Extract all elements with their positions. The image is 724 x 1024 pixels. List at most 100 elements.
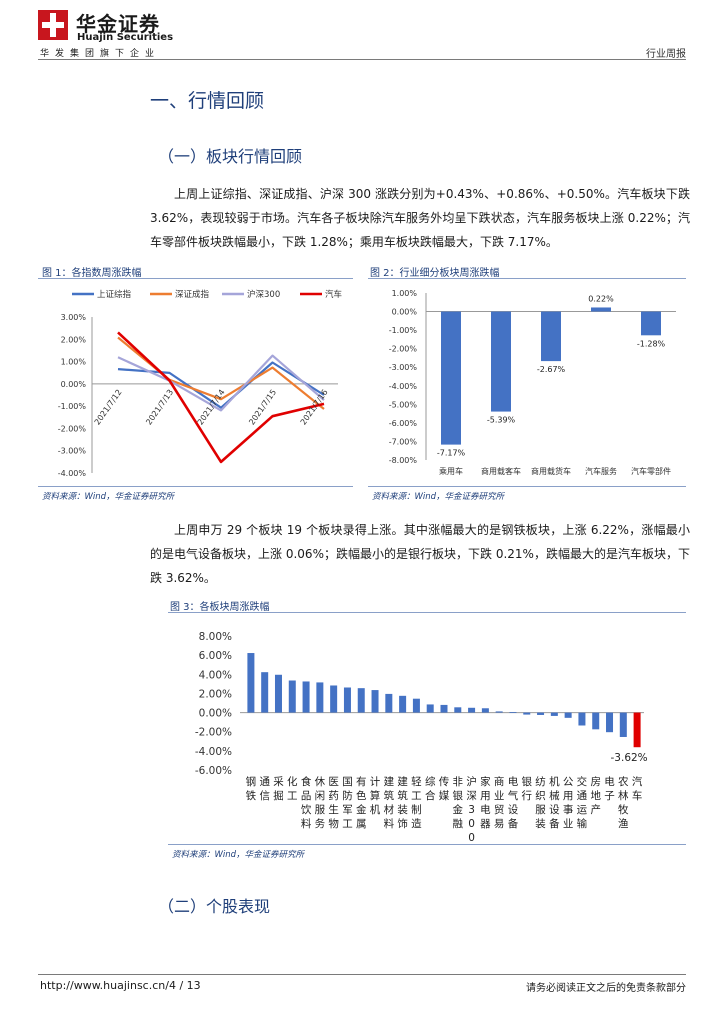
fig3-bar [426,704,434,713]
fig3-bar [288,680,296,713]
company-logo-mark [38,10,68,40]
fig3-x-tick-label: 纺织服装 [535,775,546,830]
fig3-y-tick-label: 6.00% [199,650,232,662]
fig2-bar [591,307,611,312]
fig3-data-labels: -3.62% [611,752,648,764]
fig3-bar [440,704,448,713]
fig3-x-tick-label: 食品饮料 [301,775,312,830]
fig2-x-axis: 乘用车 商用载客车 商用载货车 汽车服务 汽车零部件 [439,466,671,476]
fig3-bar [468,707,476,713]
fig1-y-tick-label: 2.00% [61,335,87,344]
fig3-x-tick-label: 计算机 [370,775,381,816]
fig1-y-tick-label: -1.00% [58,402,87,411]
fig3-x-tick-label: 综合 [425,775,436,802]
fig2-y-tick-label: -5.00% [389,400,418,409]
fig2-y-tick-label: -1.00% [389,326,418,335]
subsection-title-stock-performance: （二）个股表现 [158,897,271,916]
fig3-bar [592,712,600,730]
brand-name-cn: 华金证券 [76,12,160,36]
fig3-x-axis: 钢铁通信采掘化工食品饮料休闲服务医药生物国防军工有色金属计算机建筑材料建筑装饰轻… [246,775,643,842]
fig3-y-tick-label: 2.00% [199,688,232,700]
fig1-series-line [117,331,325,464]
fig2-y-tick-label: -3.00% [389,363,418,372]
header-divider [38,59,686,60]
fig3-x-tick-label: 农林牧渔 [618,775,629,830]
fig2-bar [541,311,561,362]
fig3-bar [357,688,365,713]
fig1-x-axis: 2021/7/12 2021/7/13 2021/7/14 2021/7/15 2021… [93,388,330,427]
fig3-bottom-rule [168,844,686,845]
fig3-bar [633,712,641,748]
fig1-y-tick-label: 3.00% [61,313,87,322]
fig3-x-tick-label: 轻工制造 [411,775,422,830]
fig3-bar [399,695,407,713]
fig2-y-tick-label: -8.00% [389,456,418,465]
fig3-bar [274,674,282,713]
fig2-bar [491,311,511,412]
fig3-caption: 图 3：各板块周涨跌幅 [170,602,270,613]
fig3-x-tick-label: 非银金融 [453,776,464,830]
fig3-bar [316,682,324,713]
fig3-x-tick-label: 房地产 [590,775,601,816]
fig3-y-tick-label: 8.00% [199,631,232,643]
fig2-y-tick-label: 0.00% [392,308,418,317]
fig3-y-tick-label: 0.00% [199,708,232,720]
fig3-x-tick-label: 银行 [522,775,533,802]
fig3-bar [606,712,614,733]
fig3-bar [385,693,393,713]
fig1-x-tick-label: 2021/7/15 [247,388,278,427]
fig3-bar [371,690,379,713]
fig2-caption-rule [368,278,686,279]
fig3-bar [509,711,517,713]
fig2-y-axis: 1.00% 0.00% -1.00% -2.00% -3.00% -4.00% -5.00%… [389,289,418,465]
fig1-y-axis: 3.00% 2.00% 1.00% 0.00% -1.00% -2.00% -3.00% -4… [58,313,87,478]
fig1-series-line [117,354,325,412]
fig1-caption-rule [38,278,353,279]
fig1-y-tick-label: -3.00% [58,447,87,456]
subsection-title-sector-review: （一）板块行情回顾 [158,147,303,166]
fig1-legend-label: 深证成指 [175,289,210,300]
fig2-x-tick-label: 乘用车 [439,466,463,476]
fig2-y-tick-label: 1.00% [392,289,418,298]
fig3-bar [481,708,489,713]
fig3-x-tick-label: 有色金属 [356,775,367,830]
fig2-data-label: -7.17% [437,449,466,458]
fig3-x-tick-label: 商业贸易 [494,775,505,830]
fig3-x-tick-label: 休闲服务 [315,776,326,830]
fig2-bar [641,311,661,336]
fig3-x-tick-label: 采掘 [273,776,284,802]
fig2-y-tick-label: -4.00% [389,382,418,391]
fig3-bar [330,685,338,713]
fig3-y-tick-label: -4.00% [195,746,232,758]
fig2-y-tick-label: -7.00% [389,437,418,446]
fig3-x-tick-label: 电子 [604,775,615,802]
fig1-line-chart: 上证综指 深证成指 沪深300 汽车 3.00% 2.00% 1.00% 0.00% -1.0… [58,289,342,478]
footer-disclaimer: 请务必阅读正文之后的免责条款部分 [526,983,686,994]
fig2-bar-chart: 1.00% 0.00% -1.00% -2.00% -3.00% -4.00% -5.00%… [389,289,676,476]
fig1-legend-label: 汽车 [325,289,342,300]
fig3-x-tick-label: 汽车 [632,775,643,802]
fig3-y-tick-label: 4.00% [199,669,232,681]
fig3-x-tick-label: 医药生物 [328,776,339,830]
brand-slogan: 华发集团旗下企业 [40,49,161,59]
footer-divider [38,974,686,975]
footer-url-page[interactable]: http://www.huajinsc.cn/4 / 13 [40,979,201,992]
fig3-y-tick-label: -6.00% [195,765,232,777]
fig3-bar [247,653,255,713]
fig1-y-tick-label: -2.00% [58,424,87,433]
fig3-y-axis: 8.00% 6.00% 4.00% 2.00% 0.00% -2.00% -4.00% -6.… [195,631,232,777]
fig3-x-tick-label: 公用事业 [563,776,574,830]
fig1-y-tick-label: 1.00% [61,358,87,367]
fig1-series-line [117,361,325,409]
fig3-x-tick-label: 沪深 3 0 0 [466,775,477,842]
fig2-x-tick-label: 汽车零部件 [631,466,671,476]
fig1-source: 资料来源：Wind，华金证券研究所 [42,492,175,502]
fig3-x-tick-label: 建筑材料 [384,775,395,830]
fig3-x-tick-label: 传媒 [439,776,450,802]
fig3-x-tick-label: 机械设备 [549,775,560,830]
fig2-x-tick-label: 商用载货车 [531,466,571,476]
section-title: 一、行情回顾 [150,90,265,112]
fig3-caption-rule [168,612,686,613]
fig3-x-tick-label: 化工 [287,775,298,802]
fig2-data-label: -2.67% [537,365,566,374]
